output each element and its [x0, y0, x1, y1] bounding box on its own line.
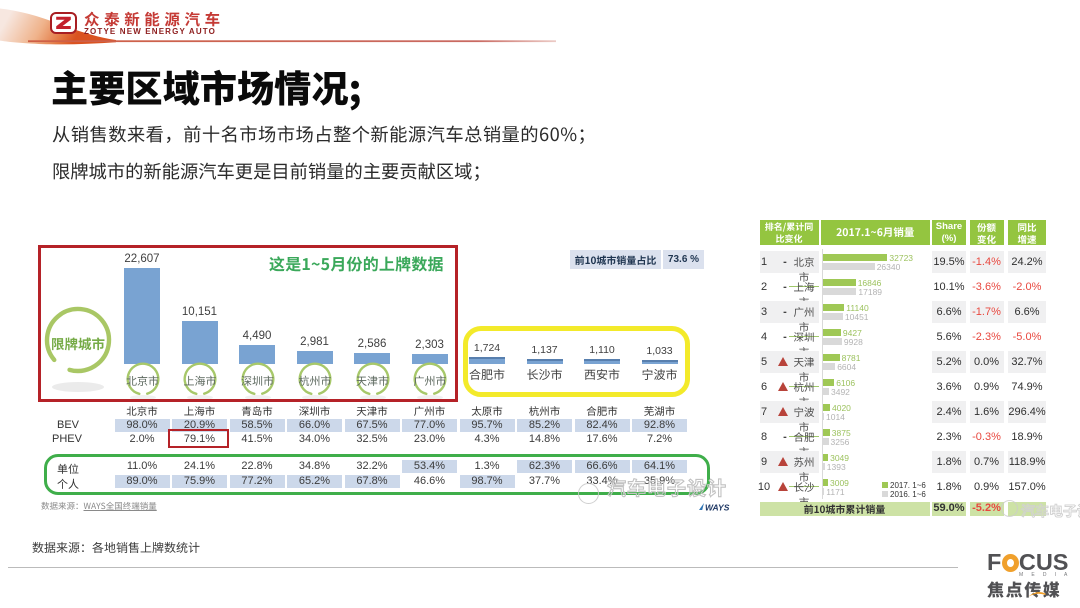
svg-text:WAYS: WAYS — [705, 503, 730, 513]
